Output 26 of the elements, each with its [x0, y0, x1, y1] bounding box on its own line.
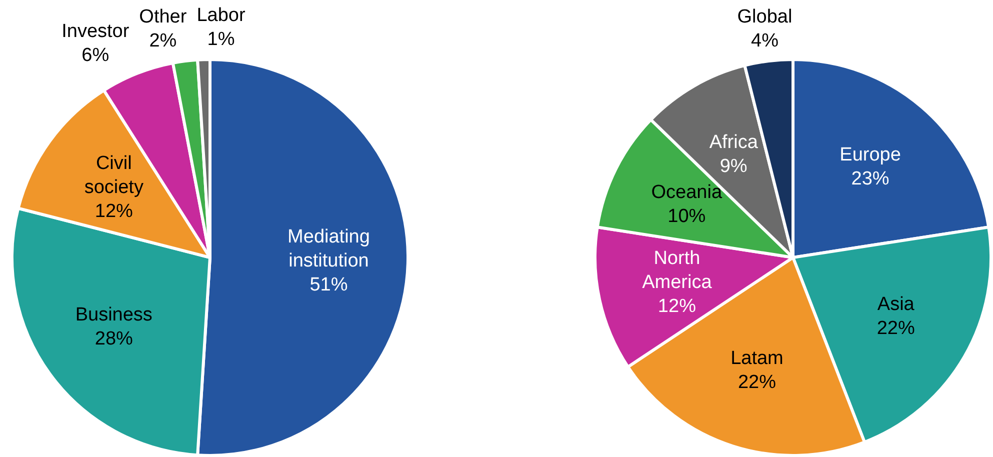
data-label: 6% — [82, 44, 110, 66]
slice-label: Global — [737, 6, 792, 28]
data-label: 22% — [738, 372, 776, 393]
slice-label: Oceania — [651, 182, 722, 203]
data-label: 22% — [876, 318, 915, 340]
slice-label: Africa — [709, 132, 758, 153]
data-label: 28% — [94, 328, 134, 350]
slice-label: Business — [75, 304, 152, 326]
slice-label: North America — [642, 248, 712, 294]
data-label: 51% — [310, 274, 348, 296]
slice-label: Civil society — [84, 152, 144, 198]
data-label: 2% — [149, 30, 177, 52]
data-label: 12% — [94, 200, 134, 222]
data-label: 4% — [751, 30, 779, 52]
slice-label: Latam — [730, 348, 784, 369]
data-label: 10% — [668, 206, 706, 227]
slice-label: Europe — [840, 144, 901, 166]
data-label: 1% — [207, 28, 235, 50]
slice-label: Mediating institution — [288, 226, 370, 272]
slice-label: Asia — [877, 294, 915, 316]
slice-label: Other — [139, 6, 188, 28]
data-label: 9% — [720, 156, 748, 177]
slice-label: Investor — [62, 20, 130, 42]
slice-label: Labor — [196, 4, 246, 26]
data-label: 12% — [658, 296, 696, 318]
data-label: 23% — [851, 168, 890, 190]
